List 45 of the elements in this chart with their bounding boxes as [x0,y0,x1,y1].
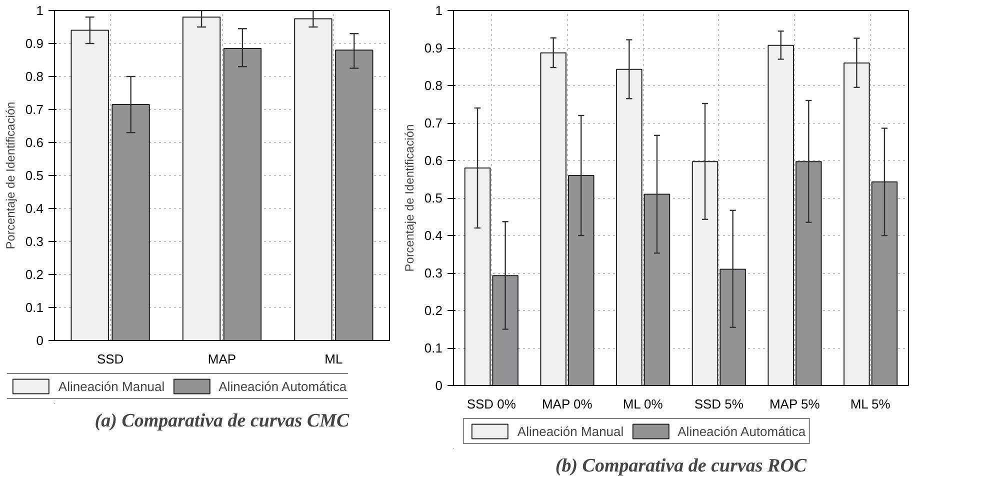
y-tick-label: 0.5 [25,168,44,183]
text: (b) Comparativa de curvas ROC [555,456,807,476]
x-tick-label: SSD 5% [694,396,744,412]
y-tick-label: 0.3 [424,266,443,280]
x-tick-label: MAP 5% [769,396,820,412]
x-tick-label: ML 5% [850,396,891,412]
y-tick-label: 0.9 [424,40,443,56]
bar [335,50,374,340]
bar [182,16,221,340]
y-tick-label: 0 [36,333,44,348]
bar [223,48,262,340]
y-axis-title: Porcentaje de Identificación [3,102,18,250]
y-axis-title: Porcentaje de Identificación [402,124,416,272]
y-tick-label: 0.2 [25,267,44,282]
x-tick-label: MAP [208,352,236,366]
x-tick-label: ML 0% [622,396,664,412]
legend-label: Alineación Automática [678,424,806,438]
x-tick-label: MAP 0% [542,396,593,412]
bar [294,18,332,340]
y-tick-label: 0.9 [25,36,44,51]
y-tick-label: 0.7 [424,116,443,130]
y-tick-label: 1 [36,3,44,18]
y-tick-label: 0.8 [25,69,44,84]
legend-label: Alineación Manual [517,424,624,438]
y-tick-label: 0.6 [424,153,443,168]
y-tick-label: 0.2 [424,303,443,318]
y-tick-label: 0.3 [25,234,44,249]
legend-label: Alineación Manual [58,378,165,394]
y-tick-label: 1 [435,3,443,18]
y-tick-label: 0.1 [424,340,443,356]
y-tick-label: 0.7 [25,102,44,117]
x-tick-label: SSD [96,352,124,366]
y-tick-label: 0 [435,378,443,393]
text: (a) Comparativa de curvas CMC [94,410,350,432]
y-tick-label: 0.5 [424,190,443,206]
y-tick-label: 0.1 [25,300,44,315]
bar [112,104,150,340]
bar [70,30,109,340]
y-tick-label: 0.6 [25,135,44,150]
y-tick-label: 0.4 [424,228,443,243]
x-tick-label: SSD 0% [466,396,516,412]
x-tick-label: ML [324,352,343,366]
legend-label: Alineación Automática [218,378,347,394]
y-tick-label: 0.4 [25,201,44,216]
y-tick-label: 0.8 [424,78,443,93]
